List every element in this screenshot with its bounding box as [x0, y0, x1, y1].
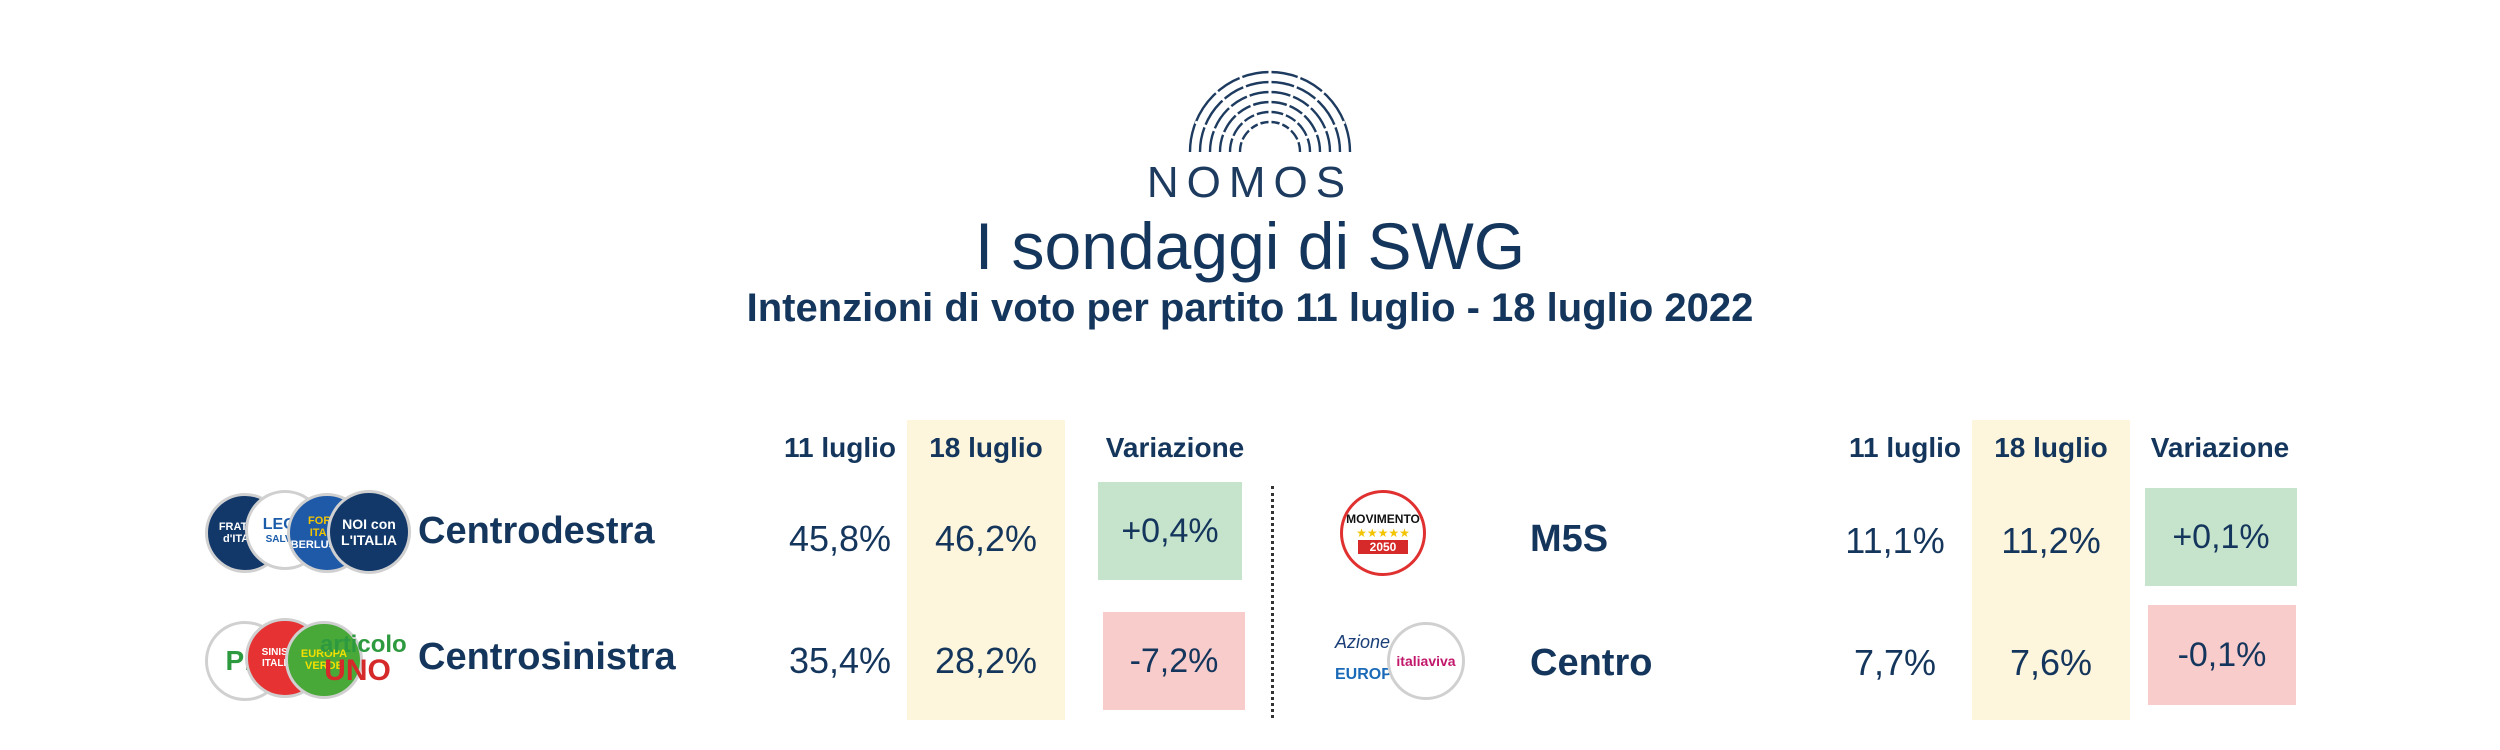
col-header-prev-left: 11 luglio [783, 432, 897, 463]
current-column-highlight-left [907, 420, 1065, 720]
change-badge: -7,2% [1103, 612, 1245, 710]
verdi-logo-icon: EUROPA VERDE [285, 621, 363, 699]
page-title: I sondaggi di SWG [974, 209, 1526, 283]
europa-logo-icon: EUROPA [1335, 666, 1403, 683]
col-header-curr-right: 18 luglio [1994, 432, 2108, 463]
value-curr: 11,2% [2001, 520, 2101, 561]
change-badge: +0,4% [1098, 482, 1242, 580]
party-name: M5S [1530, 518, 1609, 560]
logo-group-centro: Azione EUROPA italiaviva [1335, 620, 1465, 704]
col-header-curr-left: 18 luglio [929, 432, 1043, 463]
azione-logo-icon: Azione [1335, 632, 1391, 652]
change-badge: -0,1% [2148, 605, 2296, 705]
value-prev: 11,1% [1845, 520, 1945, 561]
change-badge: +0,1% [2145, 488, 2297, 586]
articolo-uno-logo-icon: articolo UNO [320, 631, 407, 687]
nomos-emblem-icon [1188, 68, 1352, 154]
value-prev: 35,4% [788, 640, 892, 681]
page-subtitle: Intenzioni di voto per partito 11 luglio… [746, 286, 1754, 330]
col-header-prev-right: 11 luglio [1848, 432, 1962, 463]
col-header-change-right: Variazione [2150, 432, 2290, 463]
noi-italia-logo-icon: NOI con L'ITALIA [327, 490, 411, 574]
value-prev: 45,8% [788, 518, 892, 559]
party-name: Centrodestra [418, 510, 655, 552]
party-name: Centrosinistra [418, 636, 676, 678]
party-name: Centro [1530, 642, 1653, 684]
brand-name: NOMOS [1146, 158, 1354, 207]
value-curr: 28,2% [934, 640, 1038, 681]
m5s-logo-icon: MOVIMENTO ★★★★★ 2050 [1340, 490, 1426, 576]
value-prev: 7,7% [1853, 642, 1937, 683]
value-curr: 7,6% [2009, 642, 2093, 683]
logo-group-centrosinistra: PD SINISTRA ITALIANA EUROPA VERDE artico… [205, 618, 407, 702]
col-header-change-left: Variazione [1105, 432, 1245, 463]
italia-viva-logo-icon: italiaviva [1387, 622, 1465, 700]
section-divider [1271, 486, 1274, 718]
current-column-highlight-right [1972, 420, 2130, 720]
value-curr: 46,2% [934, 518, 1038, 559]
